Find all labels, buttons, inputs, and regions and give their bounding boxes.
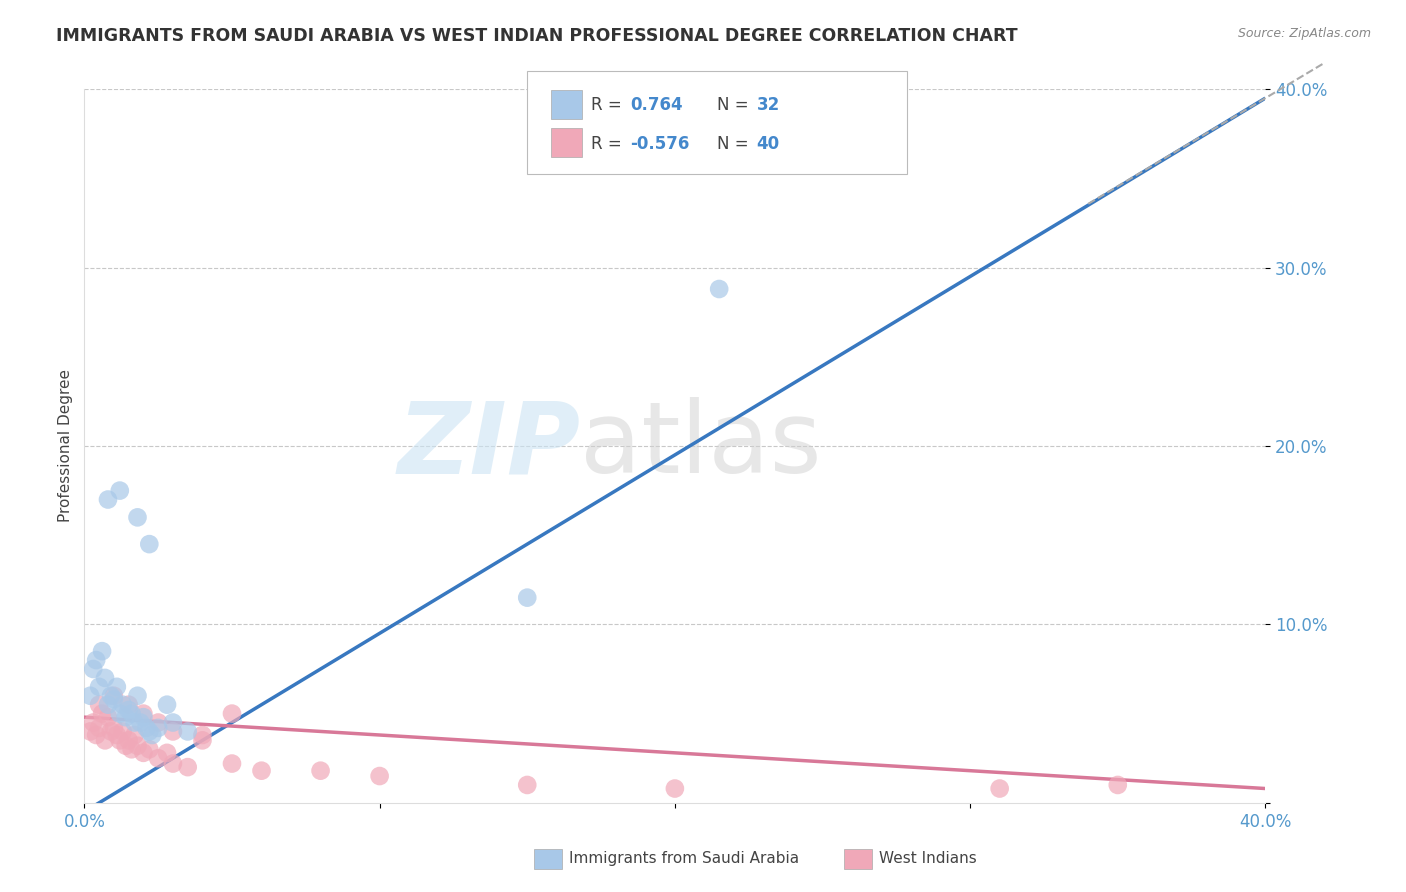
- Point: [138, 537, 160, 551]
- Point: [87, 721, 111, 735]
- Point: [103, 689, 125, 703]
- Point: [114, 710, 136, 724]
- Text: Source: ZipAtlas.com: Source: ZipAtlas.com: [1237, 27, 1371, 40]
- Point: [127, 510, 149, 524]
- Point: [148, 751, 170, 765]
- Text: IMMIGRANTS FROM SAUDI ARABIA VS WEST INDIAN PROFESSIONAL DEGREE CORRELATION CHAR: IMMIGRANTS FROM SAUDI ARABIA VS WEST IND…: [56, 27, 1018, 45]
- Point: [94, 671, 117, 685]
- Point: [177, 724, 200, 739]
- Point: [79, 689, 101, 703]
- Point: [156, 698, 179, 712]
- Text: atlas: atlas: [581, 398, 823, 494]
- Text: -0.576: -0.576: [630, 135, 689, 153]
- Point: [162, 715, 184, 730]
- Point: [114, 739, 136, 753]
- Point: [97, 698, 120, 712]
- Point: [127, 689, 149, 703]
- Point: [100, 689, 122, 703]
- Point: [97, 492, 120, 507]
- Text: 0.764: 0.764: [630, 96, 682, 114]
- Point: [132, 706, 155, 721]
- Point: [108, 706, 131, 721]
- Point: [516, 591, 538, 605]
- Point: [221, 756, 243, 771]
- Point: [988, 781, 1011, 796]
- Point: [82, 662, 104, 676]
- Point: [156, 746, 179, 760]
- Point: [221, 706, 243, 721]
- Point: [111, 698, 134, 712]
- Point: [124, 715, 146, 730]
- Point: [138, 742, 160, 756]
- Point: [516, 778, 538, 792]
- Point: [84, 653, 107, 667]
- Point: [103, 692, 125, 706]
- Point: [118, 698, 141, 712]
- Point: [87, 698, 111, 712]
- Point: [1107, 778, 1129, 792]
- Point: [87, 680, 111, 694]
- Point: [368, 769, 391, 783]
- Point: [108, 483, 131, 498]
- Point: [79, 724, 101, 739]
- Point: [100, 724, 122, 739]
- Point: [91, 644, 114, 658]
- Point: [94, 733, 117, 747]
- Y-axis label: Professional Degree: Professional Degree: [58, 369, 73, 523]
- Point: [162, 756, 184, 771]
- Text: West Indians: West Indians: [879, 852, 977, 866]
- Point: [132, 746, 155, 760]
- Text: Immigrants from Saudi Arabia: Immigrants from Saudi Arabia: [569, 852, 800, 866]
- Point: [105, 680, 128, 694]
- Point: [118, 733, 141, 747]
- Point: [129, 715, 152, 730]
- Point: [177, 760, 200, 774]
- Point: [141, 728, 163, 742]
- Point: [132, 710, 155, 724]
- Point: [97, 710, 120, 724]
- Point: [135, 721, 157, 735]
- Text: R =: R =: [591, 135, 627, 153]
- Point: [162, 724, 184, 739]
- Text: N =: N =: [717, 135, 754, 153]
- Point: [105, 728, 128, 742]
- Point: [127, 739, 149, 753]
- Point: [148, 715, 170, 730]
- Point: [191, 733, 214, 747]
- Point: [84, 728, 107, 742]
- Point: [91, 706, 114, 721]
- Point: [138, 724, 160, 739]
- Point: [82, 715, 104, 730]
- Point: [309, 764, 332, 778]
- Text: 32: 32: [756, 96, 780, 114]
- Point: [250, 764, 273, 778]
- Point: [121, 742, 143, 756]
- Point: [103, 721, 125, 735]
- Point: [121, 706, 143, 721]
- Point: [191, 728, 214, 742]
- Text: N =: N =: [717, 96, 754, 114]
- Point: [108, 733, 131, 747]
- Point: [709, 282, 731, 296]
- Text: R =: R =: [591, 96, 627, 114]
- Point: [111, 724, 134, 739]
- Point: [124, 728, 146, 742]
- Point: [148, 721, 170, 735]
- Point: [664, 781, 686, 796]
- Point: [118, 703, 141, 717]
- Text: ZIP: ZIP: [398, 398, 581, 494]
- Text: 40: 40: [756, 135, 779, 153]
